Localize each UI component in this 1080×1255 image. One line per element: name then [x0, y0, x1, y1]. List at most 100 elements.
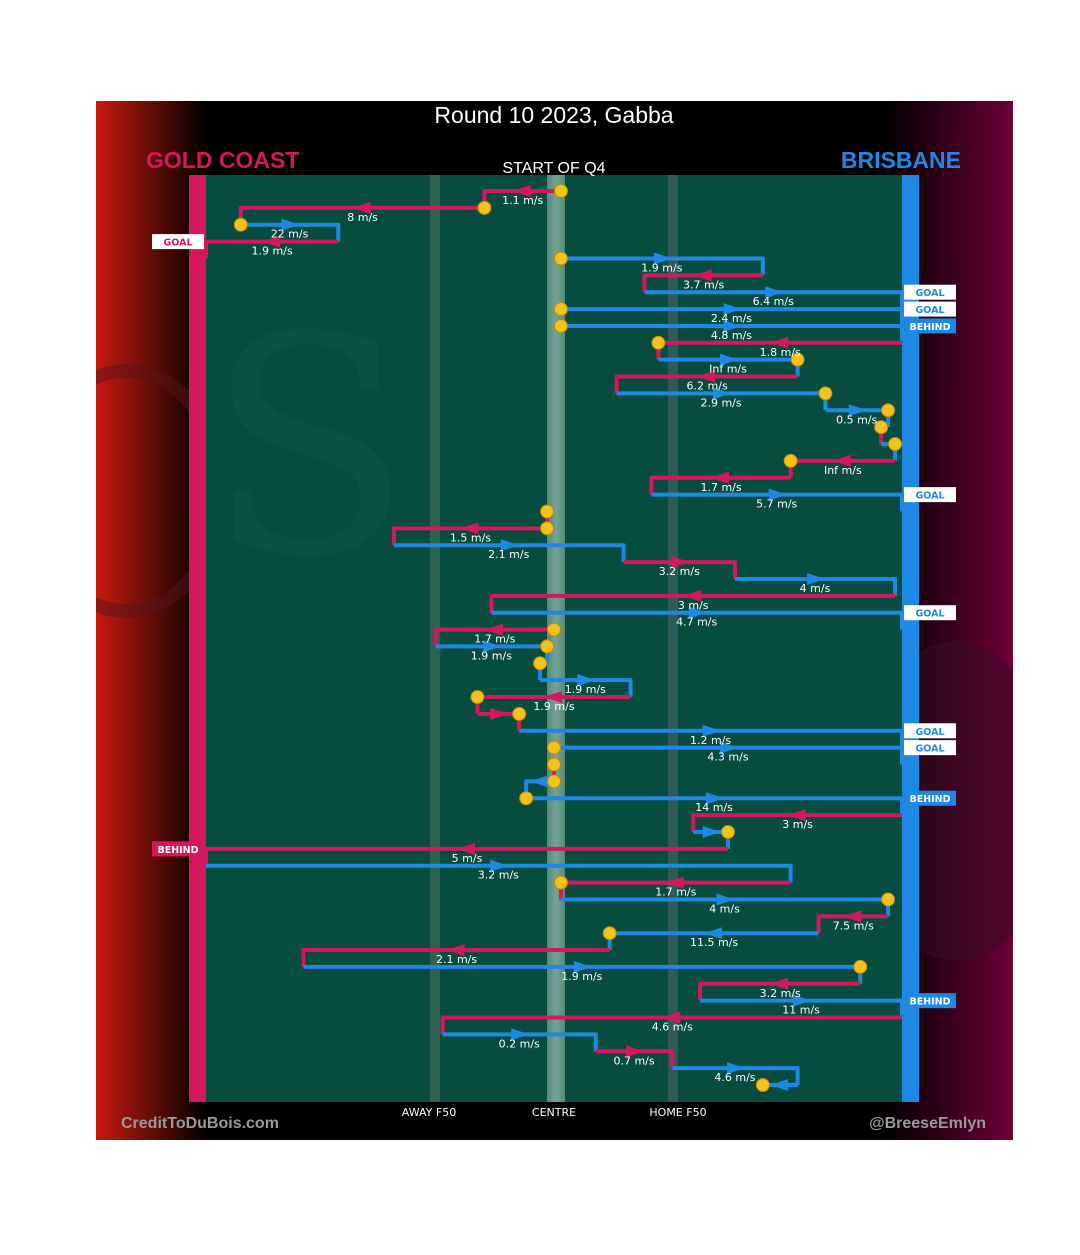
- chart-frame: S 1.1 m/s 8 m/s 22 m/s 1.9 m/s 1.9 m/s 3.7 m/…: [96, 101, 1013, 1140]
- chain-segment-18: [651, 492, 904, 512]
- chain-arrow-26: [484, 623, 503, 636]
- speed-label-44: 11.5 m/s: [690, 936, 738, 949]
- chain-segment-37: [691, 813, 902, 832]
- speed-label-25: 4.7 m/s: [676, 616, 717, 629]
- ball-marker-35-start: [547, 774, 561, 789]
- speed-label-23: 4 m/s: [800, 582, 831, 595]
- speed-label-1: 8 m/s: [347, 211, 378, 224]
- chain-arrow-53: [770, 1079, 789, 1091]
- speed-label-43: 7.5 m/s: [833, 919, 874, 932]
- speed-labels: 1.1 m/s8 m/s22 m/s1.9 m/s1.9 m/s3.7 m/s6…: [252, 194, 878, 1084]
- speed-label-52: 4.6 m/s: [714, 1071, 755, 1084]
- guide-home-f50: [668, 175, 678, 1102]
- chain-arrow-18: [768, 488, 787, 501]
- chain-arrow-41: [665, 876, 684, 889]
- chain-segment-48: [700, 998, 904, 1018]
- home-team-name: BRISBANE: [841, 147, 961, 173]
- chain-arrow-40: [490, 859, 509, 872]
- chain-segment-39: [204, 846, 728, 866]
- credit-left: CreditToDuBois.com: [121, 1115, 279, 1132]
- chain-segment-45: [301, 948, 610, 967]
- chain-segment-11: [614, 374, 798, 394]
- speed-label-42: 4 m/s: [709, 902, 740, 915]
- outcome-label-25: GOAL: [915, 609, 944, 620]
- speed-label-36: 14 m/s: [695, 801, 733, 814]
- ball-marker-0-start: [553, 184, 568, 198]
- chain-segment-40: [206, 863, 793, 883]
- chain-arrow-6: [765, 286, 784, 299]
- speed-label-46: 1.9 m/s: [561, 970, 602, 983]
- ball-marker-26-start: [547, 622, 561, 637]
- chain-arrow-49: [662, 1011, 681, 1024]
- chain-arrow-12: [713, 387, 732, 400]
- outcome-label-3: GOAL: [163, 238, 192, 249]
- speed-label-6: 6.4 m/s: [753, 295, 794, 308]
- ball-marker-44-end: [602, 926, 617, 941]
- chain-segment-24: [489, 593, 896, 613]
- ball-marker-15-end: [888, 437, 903, 452]
- outcome-label-39: BEHIND: [157, 845, 198, 856]
- chain-arrow-51: [626, 1045, 645, 1058]
- speed-label-48: 11 m/s: [782, 1004, 820, 1017]
- chain-segment-5: [642, 273, 763, 293]
- chain-arrow-52: [726, 1062, 745, 1075]
- chain-arrow-4: [653, 252, 672, 265]
- chain-arrow-48: [793, 994, 812, 1007]
- chain-arrow-45: [446, 944, 465, 957]
- outcome-badge-25: [904, 605, 956, 621]
- outcome-badge-3: [152, 234, 204, 250]
- chain-segment-23: [734, 576, 898, 596]
- chain-arrow-23: [807, 572, 825, 585]
- chain-segment-3: [204, 239, 339, 259]
- speed-label-9: 1.8 m/s: [760, 346, 801, 359]
- speed-label-27: 1.9 m/s: [471, 649, 512, 662]
- chain-arrow-43: [843, 910, 862, 923]
- speed-label-2: 22 m/s: [271, 228, 309, 241]
- speed-label-26: 1.7 m/s: [474, 633, 515, 646]
- outcome-badge-36: [904, 790, 956, 806]
- speed-label-10: Inf m/s: [709, 363, 747, 376]
- speed-label-0: 1.1 m/s: [502, 194, 543, 207]
- chain-chart: S 1.1 m/s8 m/s22 m/s1.9 m/s1.9 m/s3.7 m/…: [96, 101, 1013, 1140]
- outcome-badge-48: [904, 993, 956, 1009]
- ball-marker-12-end: [818, 386, 833, 401]
- ball-marker-20-start: [540, 521, 555, 536]
- chain-arrow-5: [693, 269, 712, 282]
- chain-segment-47: [698, 981, 861, 1001]
- outcome-badge-8: [904, 318, 956, 334]
- chain-arrow-31: [490, 707, 509, 720]
- chain-arrow-10: [720, 353, 738, 366]
- ball-marker-34-start: [547, 757, 561, 772]
- outcome-badge-7: [904, 301, 956, 317]
- speed-label-18: 5.7 m/s: [756, 498, 797, 511]
- chain-segment-49: [440, 1015, 902, 1035]
- chain-arrow-29: [577, 674, 596, 687]
- chain-arrow-17: [711, 471, 730, 484]
- brisbane-goal-line: [902, 175, 919, 1102]
- ball-marker-16-end: [783, 453, 798, 468]
- speed-label-4: 1.9 m/s: [641, 261, 682, 274]
- speed-label-41: 1.7 m/s: [655, 886, 696, 899]
- outcome-label-7: GOAL: [915, 305, 944, 316]
- chain-arrow-27: [483, 640, 502, 653]
- chain-arrow-35: [530, 775, 549, 788]
- ball-marker-14-end: [874, 420, 889, 435]
- chain-arrow-3: [262, 235, 281, 248]
- chain-arrow-7: [723, 303, 742, 316]
- chain-arrow-8: [723, 319, 742, 332]
- chain-arrow-9: [770, 336, 789, 349]
- ball-marker-2-start: [233, 217, 248, 232]
- chain-segment-6: [644, 290, 904, 310]
- speed-label-29: 1.9 m/s: [565, 683, 606, 696]
- speed-label-51: 0.7 m/s: [613, 1054, 654, 1067]
- ball-marker-8-start: [553, 318, 568, 333]
- chain-segment-29: [540, 678, 633, 698]
- ball-marker-4-start: [553, 251, 568, 266]
- speed-label-11: 6.2 m/s: [687, 380, 728, 393]
- ball-marker-33-start: [547, 740, 561, 755]
- outcome-badge-6: [904, 284, 956, 300]
- chain-arrow-25: [688, 606, 707, 619]
- chain-segment-33: [554, 745, 904, 765]
- chain-arrow-42: [716, 893, 735, 906]
- away-team-name: GOLD COAST: [146, 147, 299, 173]
